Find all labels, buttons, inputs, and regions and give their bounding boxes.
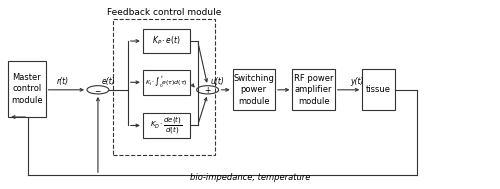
Text: $K_I \cdot \int_0^t \! e(\tau)d(\tau)$: $K_I \cdot \int_0^t \! e(\tau)d(\tau)$	[145, 74, 188, 90]
Bar	[143, 113, 190, 138]
Text: $-$: $-$	[94, 85, 102, 94]
Text: r(t): r(t)	[57, 77, 69, 86]
Text: y(t): y(t)	[350, 77, 364, 86]
Text: e(t): e(t)	[102, 77, 116, 86]
Text: RF power
amplifier
module: RF power amplifier module	[294, 74, 334, 106]
Bar	[232, 69, 275, 110]
Text: $K_D \cdot \dfrac{de(t)}{d(t)}$: $K_D \cdot \dfrac{de(t)}{d(t)}$	[150, 115, 182, 136]
Bar	[292, 69, 335, 110]
Bar	[362, 69, 394, 110]
Text: Switching
power
module: Switching power module	[234, 74, 274, 106]
Text: $+$: $+$	[204, 85, 212, 95]
Bar	[8, 61, 46, 117]
Bar	[143, 29, 190, 53]
Text: Master
control
module: Master control module	[11, 73, 42, 105]
Text: $K_P \cdot e(t)$: $K_P \cdot e(t)$	[152, 35, 181, 47]
Text: bio-impedance, temperature: bio-impedance, temperature	[190, 174, 310, 183]
Bar	[143, 70, 190, 94]
Text: Feedback control module: Feedback control module	[107, 8, 222, 17]
Bar	[113, 19, 215, 156]
Text: u(t): u(t)	[210, 77, 224, 86]
Text: tissue: tissue	[366, 85, 391, 94]
